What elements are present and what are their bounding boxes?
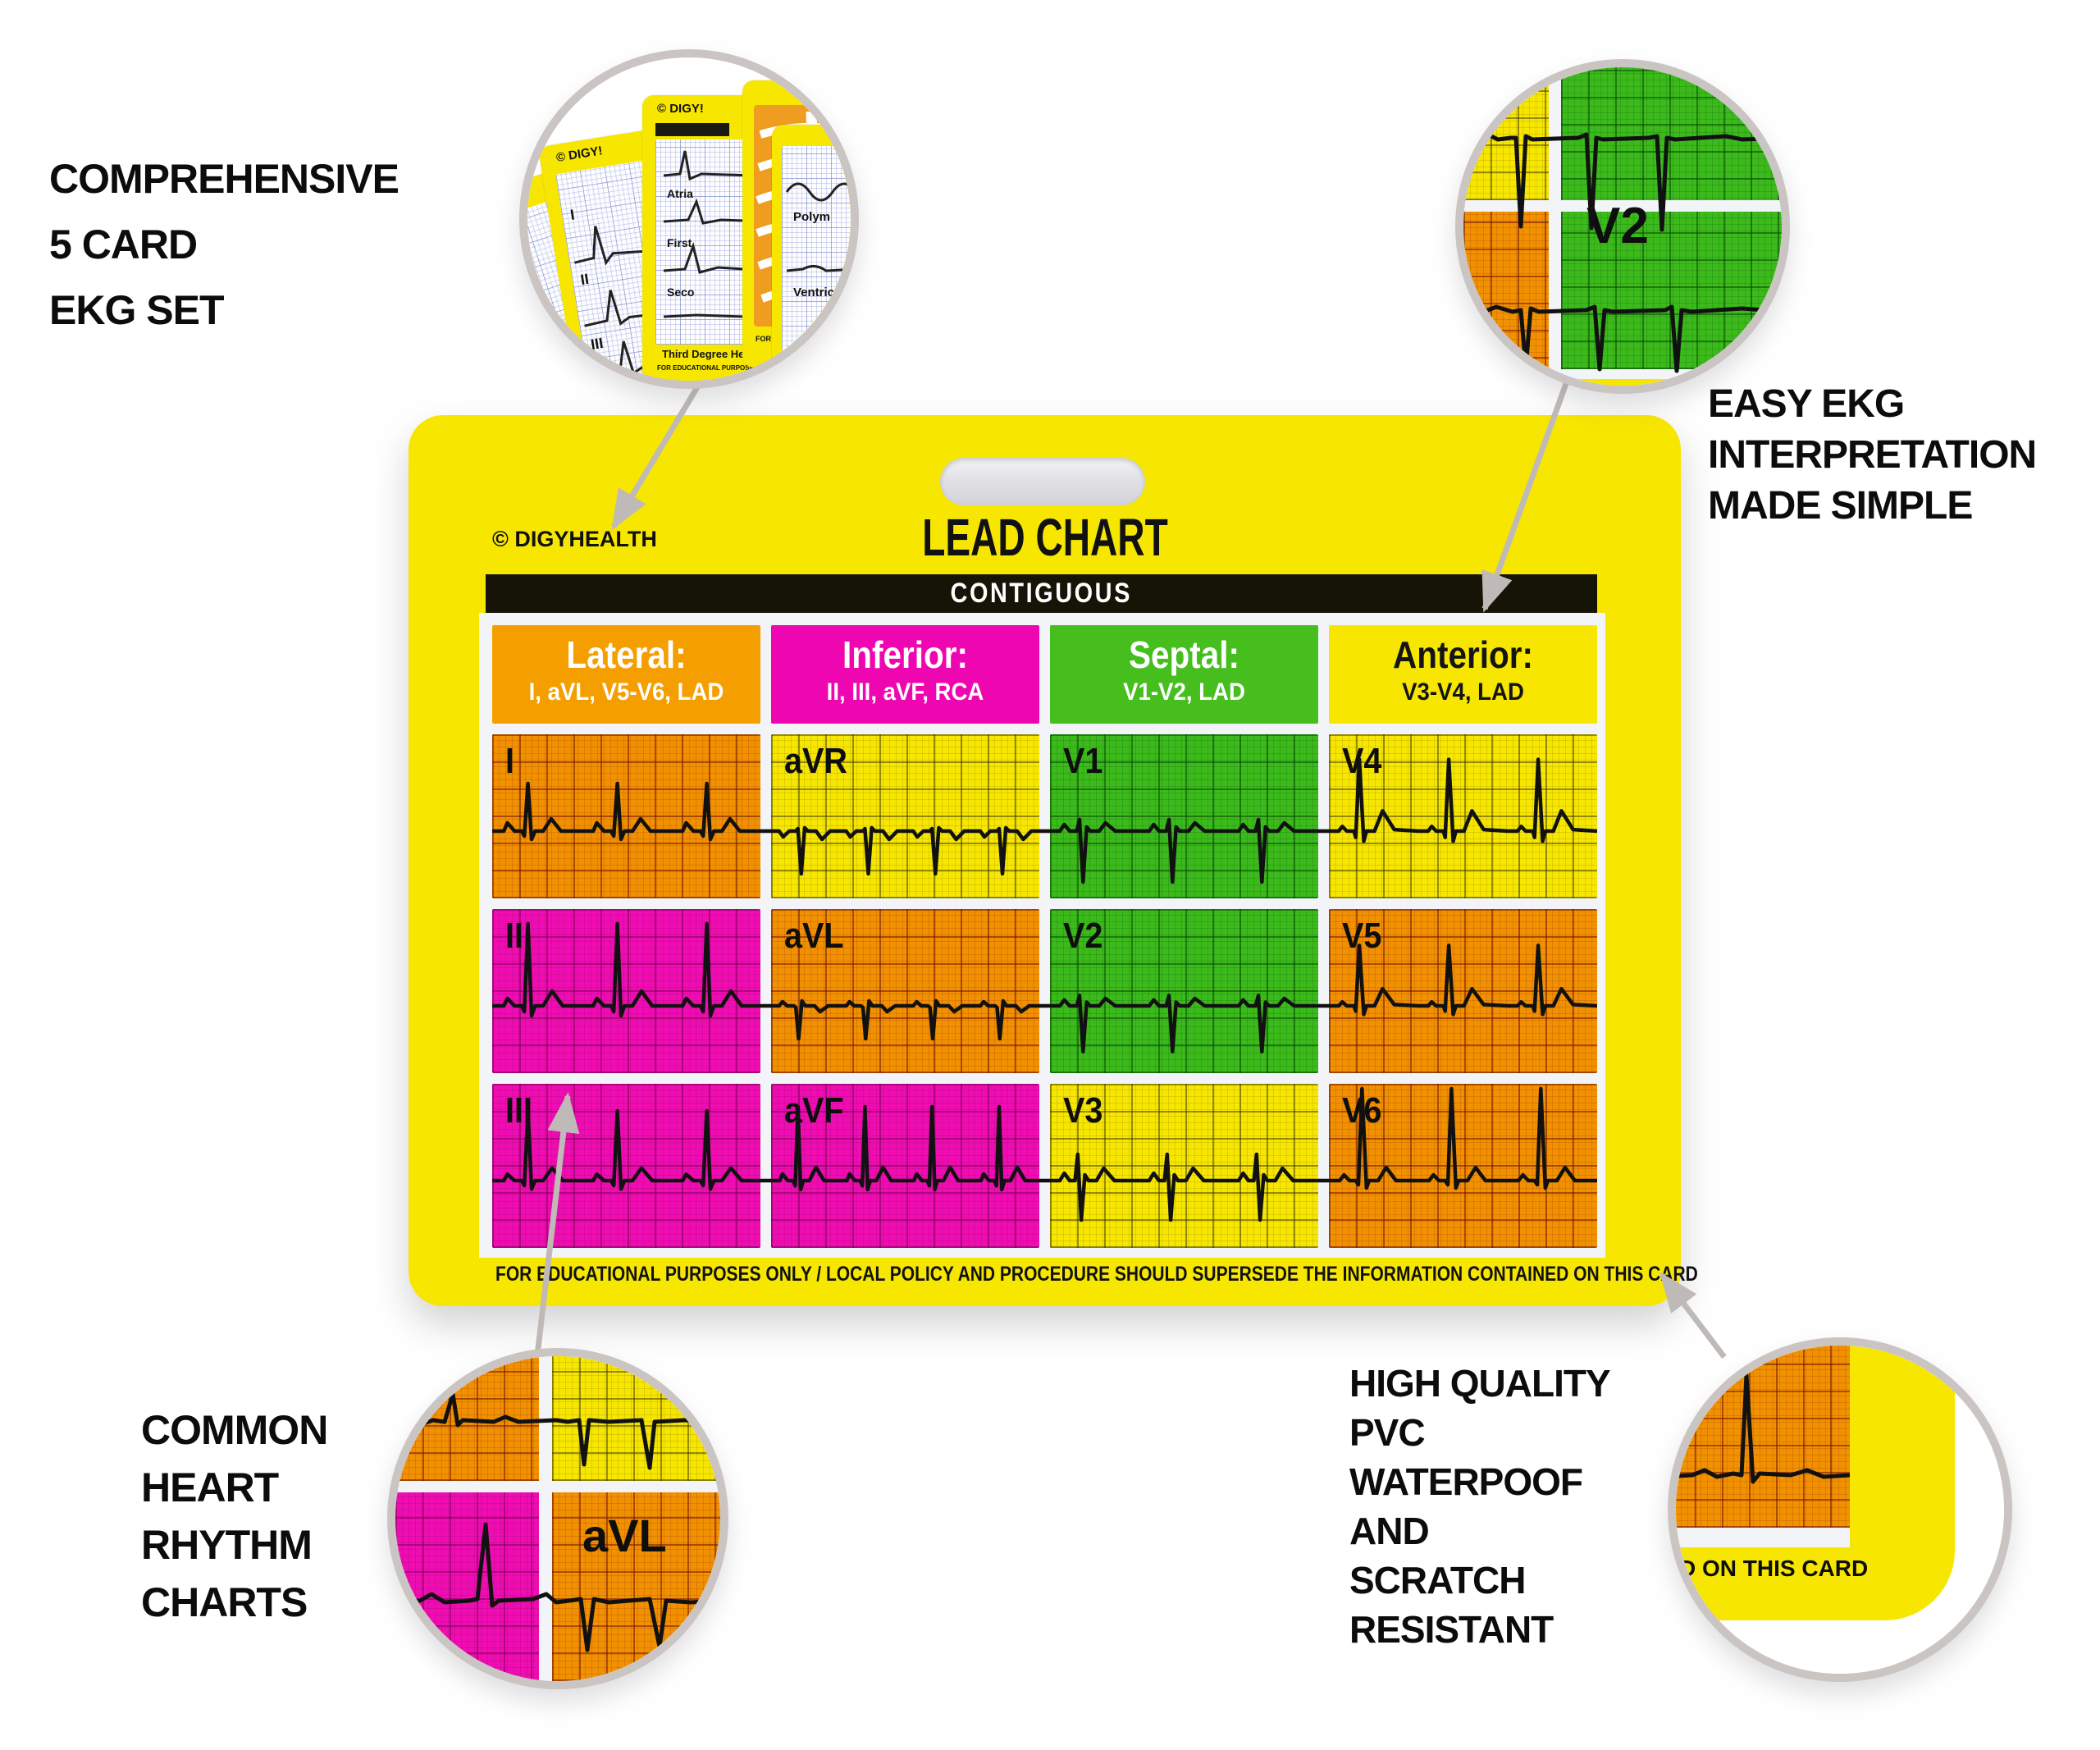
column-subtitle: V1-V2, LAD bbox=[1123, 679, 1245, 706]
inset-corner-content: D ON THIS CARD bbox=[1676, 1346, 2004, 1674]
lead-cell-v3: V3 bbox=[1050, 1084, 1318, 1248]
column-title: Anterior: bbox=[1393, 633, 1533, 676]
lead-table: Lateral: I, aVL, V5-V6, LAD Inferior: II, I… bbox=[492, 625, 1597, 1259]
avl-label: aVL bbox=[582, 1510, 667, 1561]
column-header-inferior: Inferior: II, III, aVF, RCA bbox=[771, 625, 1039, 724]
lead-label: V2 bbox=[1063, 916, 1103, 956]
lead-label: V1 bbox=[1063, 741, 1103, 781]
lead-cell-v2: V2 bbox=[1050, 909, 1318, 1073]
annotation-pvc-quality: HIGH QUALITY PVC WATERPOOF AND SCRATCH R… bbox=[1349, 1359, 1611, 1654]
v2-quadrant-orange bbox=[1463, 212, 1549, 386]
lead-label: V4 bbox=[1342, 741, 1382, 781]
column-header-lateral: Lateral: I, aVL, V5-V6, LAD bbox=[492, 625, 760, 724]
annotation-line: COMPREHENSIVE bbox=[49, 156, 399, 202]
mini-brand: © DIGY! bbox=[657, 102, 704, 116]
lead-cell-avr: aVR bbox=[771, 734, 1039, 898]
annotation-line: RHYTHM bbox=[141, 1522, 313, 1568]
lead-cell-v5: V5 bbox=[1329, 909, 1597, 1073]
annotation-line: HIGH QUALITY bbox=[1349, 1362, 1611, 1405]
next-row-sliver bbox=[1561, 379, 1782, 386]
lead-cell-i: I bbox=[492, 734, 760, 898]
mini-rhythm-label: Atria bbox=[667, 187, 693, 200]
lead-cell-v4: V4 bbox=[1329, 734, 1597, 898]
mini-rhythm-label: Polym bbox=[793, 210, 831, 224]
mini-rhythm-label: Seco bbox=[667, 286, 695, 299]
badge-slot bbox=[940, 458, 1145, 505]
mini-rhythm-label: First bbox=[667, 236, 692, 249]
lead-cell-iii: III bbox=[492, 1084, 760, 1248]
annotation-line: RESISTANT bbox=[1349, 1608, 1554, 1651]
lead-label: aVR bbox=[784, 741, 848, 781]
mini-trace bbox=[785, 182, 851, 272]
avl-quadrant-magenta-bl bbox=[395, 1492, 539, 1681]
annotation-line: AND bbox=[1349, 1510, 1430, 1552]
corner-text: D ON THIS CARD bbox=[1679, 1556, 1869, 1581]
disclaimer-text: FOR EDUCATIONAL PURPOSES ONLY / LOCAL PO… bbox=[495, 1263, 1698, 1286]
lead-label: V3 bbox=[1063, 1090, 1103, 1131]
annotation-line: WATERPOOF bbox=[1349, 1460, 1583, 1503]
annotation-line: COMMON bbox=[141, 1407, 328, 1453]
column-header-septal: Septal: V1-V2, LAD bbox=[1050, 625, 1318, 724]
mini-trace bbox=[663, 150, 796, 322]
lead-label: II bbox=[505, 916, 524, 956]
annotation-line: SCRATCH bbox=[1349, 1559, 1526, 1602]
annotation-line: EASY EKG bbox=[1708, 382, 1905, 426]
lead-cell-avl: aVL bbox=[771, 909, 1039, 1073]
column-title: Lateral: bbox=[566, 633, 687, 676]
annotation-line: PVC bbox=[1349, 1411, 1426, 1454]
annotation-line: CHARTS bbox=[141, 1579, 308, 1625]
lead-label: I bbox=[505, 741, 515, 781]
lead-cell-avf: aVF bbox=[771, 1084, 1039, 1248]
mini-brand: © DIGY! bbox=[555, 144, 604, 165]
lead-label: V5 bbox=[1342, 916, 1382, 956]
inset-corner-zoom: D ON THIS CARD bbox=[1668, 1337, 2012, 1682]
inset-v2-content: V2 bbox=[1463, 67, 1782, 386]
mini-grid-panel bbox=[782, 146, 851, 351]
v2-label: V2 bbox=[1586, 198, 1649, 254]
column-subtitle: I, aVL, V5-V6, LAD bbox=[528, 679, 724, 706]
v2-quadrant-yellow bbox=[1463, 67, 1549, 200]
avl-quadrant-orange-br bbox=[552, 1492, 720, 1681]
row-gap bbox=[1561, 200, 1782, 212]
inset-avl-zoom: aVL bbox=[387, 1348, 728, 1689]
mini-rhythm-label: Ventricu bbox=[793, 286, 842, 299]
avl-traces bbox=[395, 1391, 720, 1652]
inset-card-set: © DIGYI © DIGY! I II III © DIGY! Atria F… bbox=[519, 49, 859, 389]
annotation-easy-ekg: EASY EKG INTERPRETATION MADE SIMPLE bbox=[1708, 379, 2037, 532]
annotation-line: INTERPRETATION bbox=[1708, 433, 2037, 477]
column-title: Septal: bbox=[1129, 633, 1239, 676]
column-header-anterior: Anterior: V3-V4, LAD bbox=[1329, 625, 1597, 724]
annotation-line: 5 CARD bbox=[49, 222, 198, 267]
column-subtitle: V3-V4, LAD bbox=[1402, 679, 1524, 706]
lead-chart-card: © DIGYHEALTH LEAD CHART CONTIGUOUS Later… bbox=[409, 415, 1698, 1306]
mini-rhythm-card-2: Polym Ventricu bbox=[772, 125, 851, 371]
v2-traces bbox=[1463, 132, 1782, 373]
contiguous-banner: CONTIGUOUS bbox=[486, 574, 1597, 613]
corner-trace bbox=[1676, 1373, 1850, 1484]
corner-row-gap bbox=[1676, 1528, 1850, 1547]
lead-cell-v1: V1 bbox=[1050, 734, 1318, 898]
lead-label: aVF bbox=[784, 1090, 844, 1131]
inset-v2-zoom: V2 bbox=[1455, 59, 1790, 394]
inset-avl-content: aVL bbox=[395, 1356, 720, 1681]
column-subtitle: II, III, aVF, RCA bbox=[826, 679, 984, 706]
annotation-line: MADE SIMPLE bbox=[1708, 484, 1973, 528]
annotation-rhythm-charts: COMMON HEART RHYTHM CHARTS bbox=[141, 1401, 328, 1631]
mini-black-bar bbox=[655, 123, 729, 136]
column-title: Inferior: bbox=[842, 633, 968, 676]
lead-label: aVL bbox=[784, 916, 844, 956]
annotation-card-set: COMPREHENSIVE 5 CARD EKG SET bbox=[49, 146, 399, 343]
annotation-line: HEART bbox=[141, 1464, 279, 1510]
lead-cell-v6: V6 bbox=[1329, 1084, 1597, 1248]
lead-label: V6 bbox=[1342, 1090, 1382, 1131]
lead-cell-ii: II bbox=[492, 909, 760, 1073]
brand-text: © DIGYHEALTH bbox=[492, 527, 657, 551]
card-title: LEAD CHART bbox=[921, 508, 1168, 567]
mini-footer: FOR EDUCATIONAL PURPOSES ONLY / LOCAL P bbox=[657, 364, 812, 372]
annotation-line: EKG SET bbox=[49, 287, 224, 333]
corner-orange-cell bbox=[1676, 1346, 1850, 1528]
lead-label: III bbox=[505, 1090, 533, 1131]
